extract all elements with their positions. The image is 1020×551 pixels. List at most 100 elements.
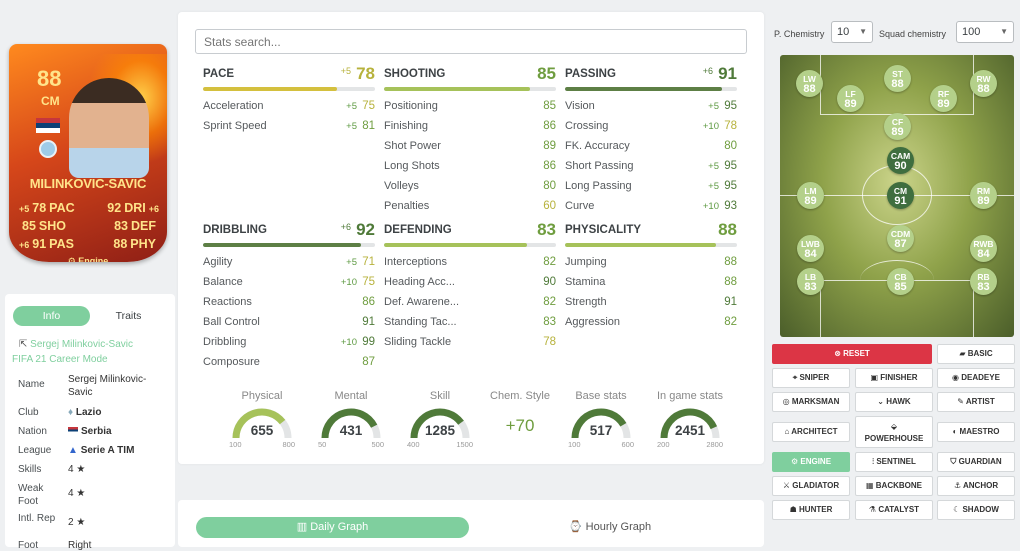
- gauge-base-stats: Base stats 517 100 600: [561, 390, 641, 449]
- category-bar: [384, 243, 556, 247]
- stat-value: 82: [543, 256, 556, 268]
- category-bar-fill: [384, 243, 527, 247]
- gauge-label: Mental: [334, 390, 368, 402]
- pitch-player-lw[interactable]: LW 88: [796, 70, 823, 97]
- stat-row: Penalties 60: [384, 200, 556, 220]
- gauge-arc: [232, 408, 292, 439]
- stat-name: Agility: [203, 256, 233, 268]
- pitch-player-cf[interactable]: CF 89: [884, 113, 911, 140]
- chem-style-summary: Chem. Style +70: [480, 390, 560, 436]
- stat-name: Standing Tac...: [384, 316, 457, 328]
- player-position: RB: [977, 272, 990, 282]
- chem-finisher-button[interactable]: ▣ FINISHER: [855, 368, 933, 388]
- category-title: PASSING: [565, 68, 616, 80]
- chem-reset-button[interactable]: ⊗ RESET: [772, 344, 932, 364]
- stat-name: Aggression: [565, 316, 621, 328]
- player-subtitle: FIFA 21 Career Mode: [12, 354, 108, 365]
- pitch-player-st[interactable]: ST 88: [884, 65, 911, 92]
- category-bonus: +5: [340, 66, 351, 76]
- tab-info[interactable]: Info: [13, 306, 90, 326]
- tab-traits[interactable]: Traits: [115, 310, 142, 322]
- pitch-player-rwb[interactable]: RWB 84: [970, 235, 997, 262]
- card-stat-row: 85 SHO 83 DEF: [22, 219, 156, 233]
- category-value: 78: [356, 64, 375, 83]
- pitch-player-cm[interactable]: CM 91: [887, 182, 914, 209]
- gauge-label: Base stats: [575, 390, 627, 402]
- gauge-label: Physical: [241, 390, 283, 402]
- stat-name: Crossing: [565, 120, 609, 132]
- gauge-fill: [232, 408, 286, 439]
- stat-row: Dribbling +10 99: [203, 336, 375, 356]
- squad-chemistry-select[interactable]: 100 ▼: [956, 21, 1014, 43]
- gauge-fill: [321, 408, 378, 439]
- pitch-player-lm[interactable]: LM 89: [797, 182, 824, 209]
- chem-artist-button[interactable]: ✎ ARTIST: [937, 392, 1015, 412]
- pitch-player-cdm[interactable]: CDM 87: [887, 225, 914, 252]
- daily-graph-button[interactable]: ▥ Daily Graph: [196, 517, 469, 538]
- pitch-player-cam[interactable]: CAM 90: [887, 147, 914, 174]
- stat-value: 80: [543, 180, 556, 192]
- stat-row: Finishing 86: [384, 120, 556, 140]
- pitch-player-rf[interactable]: RF 89: [930, 85, 957, 112]
- chem-anchor-button[interactable]: ⚓ ANCHOR: [937, 476, 1015, 496]
- stat-name: Short Passing: [565, 160, 634, 172]
- pitch-player-rw[interactable]: RW 88: [970, 70, 997, 97]
- pitch-player-cb[interactable]: CB 85: [887, 268, 914, 295]
- stat-row: Aggression 82: [565, 316, 737, 336]
- p-chemistry-label: P. Chemistry: [774, 29, 825, 39]
- chem-shadow-button[interactable]: ☾ SHADOW: [937, 500, 1015, 520]
- chem-hunter-button[interactable]: ☗ HUNTER: [772, 500, 850, 520]
- stats-search-input[interactable]: [195, 29, 747, 54]
- category-header: PASSING +6 91: [565, 64, 737, 86]
- category-title: DEFENDING: [384, 224, 452, 236]
- chem-sentinel-button[interactable]: ⫶ SENTINEL: [855, 452, 933, 472]
- chem-sniper-button[interactable]: ⌖ SNIPER: [772, 368, 850, 388]
- category-pace: PACE +5 78 Acceleration +5 75 Sprint Spe…: [203, 64, 375, 140]
- category-bonus: +6: [702, 66, 713, 76]
- category-title: PHYSICALITY: [565, 224, 642, 236]
- chem-powerhouse-button[interactable]: ⬙ POWERHOUSE: [855, 416, 933, 448]
- stat-row: Volleys 80: [384, 180, 556, 200]
- lazio-icon: ♦: [68, 407, 76, 418]
- chem-hawk-button[interactable]: ⌄ HAWK: [855, 392, 933, 412]
- pitch-player-lf[interactable]: LF 89: [837, 85, 864, 112]
- hawk-icon: ⌄: [877, 397, 887, 406]
- category-title: SHOOTING: [384, 68, 446, 80]
- player-link[interactable]: ⇱ Sergej Milinkovic-Savic: [19, 339, 133, 350]
- chem-maestro-button[interactable]: ◐ MAESTRO: [937, 422, 1015, 442]
- chem-guardian-button[interactable]: ⛉ GUARDIAN: [937, 452, 1015, 472]
- chem-catalyst-button[interactable]: ⚗ CATALYST: [855, 500, 933, 520]
- player-position: LB: [804, 272, 817, 282]
- stat-name: Long Passing: [565, 180, 632, 192]
- serbia-flag-icon: [68, 427, 78, 434]
- stat-value: 78: [543, 336, 556, 348]
- player-position: LWB: [801, 239, 820, 249]
- card-name: MILINKOVIC-SAVIC: [29, 176, 147, 191]
- player-position: RWB: [973, 239, 994, 249]
- hourly-graph-button[interactable]: ⌚ Hourly Graph: [568, 521, 652, 533]
- p-chemistry-select[interactable]: 10 ▼: [831, 21, 873, 43]
- stat-bonus: +5: [708, 161, 719, 172]
- pitch-player-rb[interactable]: RB 83: [970, 268, 997, 295]
- gauge-arc: [571, 408, 631, 439]
- chem-backbone-button[interactable]: ▦ BACKBONE: [855, 476, 933, 496]
- pitch-player-rm[interactable]: RM 89: [970, 182, 997, 209]
- pitch-player-lwb[interactable]: LWB 84: [797, 235, 824, 262]
- pitch-arc: [860, 260, 934, 300]
- stat-row: Interceptions 82: [384, 256, 556, 276]
- chem-basic-button[interactable]: ▰ BASIC: [937, 344, 1015, 364]
- stat-row: Short Passing +5 95: [565, 160, 737, 180]
- chem-architect-button[interactable]: ⌂ ARCHITECT: [772, 422, 850, 442]
- stat-value: 88: [724, 276, 737, 288]
- info-tabs: Info Traits: [13, 306, 167, 326]
- stat-name: Jumping: [565, 256, 607, 268]
- chem-marksman-button[interactable]: ◎ MARKSMAN: [772, 392, 850, 412]
- pitch-player-lb[interactable]: LB 83: [797, 268, 824, 295]
- chem-gladiator-button[interactable]: ⚔ GLADIATOR: [772, 476, 850, 496]
- gauge-max: 600: [621, 440, 634, 449]
- chem-engine-button[interactable]: ⚙ ENGINE: [772, 452, 850, 472]
- category-defending: DEFENDING 83 Interceptions 82 Heading Ac…: [384, 220, 556, 356]
- stat-name: Positioning: [384, 100, 438, 112]
- stat-name: Sprint Speed: [203, 120, 267, 132]
- chem-deadeye-button[interactable]: ◉ DEADEYE: [937, 368, 1015, 388]
